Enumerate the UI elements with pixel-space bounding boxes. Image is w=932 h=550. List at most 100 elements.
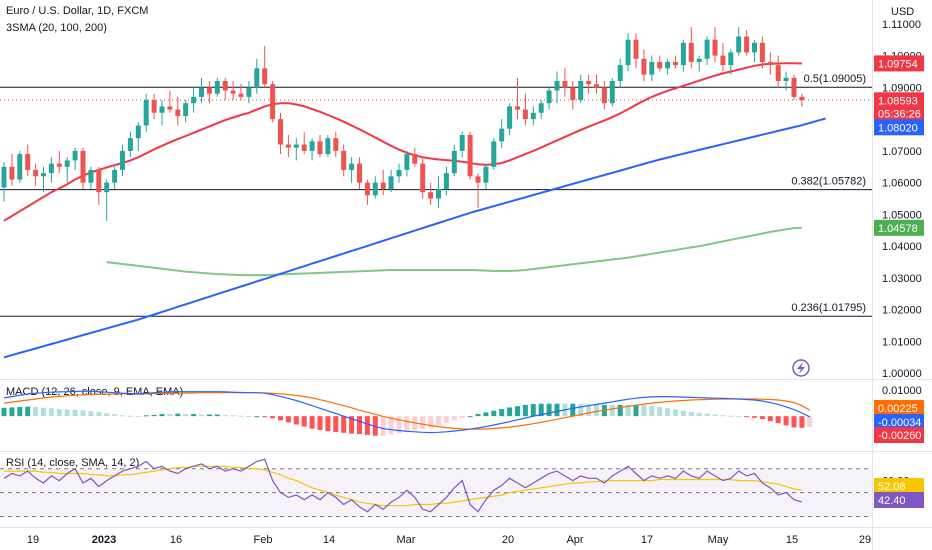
candle-body[interactable] [143,100,149,126]
candle-body[interactable] [48,163,54,174]
candle-body[interactable] [214,81,220,94]
candle-body[interactable] [349,163,355,170]
candle-body[interactable] [206,87,212,94]
candle-body[interactable] [167,106,173,110]
candle-body[interactable] [183,103,189,116]
candle-body[interactable] [578,81,584,101]
candle-body[interactable] [665,61,671,69]
candle-body[interactable] [799,96,805,101]
candle-body[interactable] [680,42,686,66]
candle-body[interactable] [151,100,157,113]
candle-body[interactable] [112,169,118,183]
candle-body[interactable] [483,166,489,183]
candle-body[interactable] [459,135,465,151]
candle-body[interactable] [104,182,110,193]
candle-body[interactable] [467,135,473,177]
candle-body[interactable] [657,61,663,69]
candle-body[interactable] [341,150,347,170]
candle-body[interactable] [333,138,339,151]
candle-body[interactable] [357,163,362,183]
candle-body[interactable] [570,87,576,101]
candle-body[interactable] [728,52,734,66]
candle-body[interactable] [696,58,702,62]
candle-body[interactable] [175,109,181,116]
candle-body[interactable] [293,144,299,148]
candle-body[interactable] [135,125,141,139]
candle-body[interactable] [633,39,639,59]
candle-body[interactable] [704,39,710,59]
candle-body[interactable] [759,42,765,62]
candle-body[interactable] [380,182,386,189]
candle-body[interactable] [538,103,544,113]
candle-body[interactable] [127,138,133,151]
candle-body[interactable] [33,169,39,177]
candle-body[interactable] [562,81,568,88]
lightning-icon[interactable] [792,359,810,377]
sma-100-line[interactable] [3,117,826,359]
candle-body[interactable] [222,81,228,91]
candle-body[interactable] [475,176,481,183]
candle-body[interactable] [736,36,742,53]
candle-body[interactable] [199,87,204,97]
candle-body[interactable] [767,61,773,66]
candle-body[interactable] [554,81,560,91]
candle-body[interactable] [451,150,457,174]
sma-200-line[interactable] [106,226,802,277]
candle-body[interactable] [507,106,513,129]
rsi-line[interactable] [3,458,803,513]
candle-body[interactable] [404,154,410,170]
candle-body[interactable] [752,42,757,53]
candle-body[interactable] [673,61,678,66]
candle-body[interactable] [522,109,528,120]
candle-body[interactable] [515,106,520,110]
candle-body[interactable] [270,84,276,120]
candle-body[interactable] [688,42,694,62]
candle-body[interactable] [17,154,23,180]
candle-body[interactable] [372,182,378,196]
candle-body[interactable] [159,106,165,113]
candle-body[interactable] [309,141,315,151]
candle-body[interactable] [364,182,370,196]
candle-body[interactable] [238,93,244,97]
candle-body[interactable] [96,169,102,193]
candle-body[interactable] [80,150,86,183]
candle-body[interactable] [301,144,307,151]
candle-body[interactable] [412,154,418,164]
candle-body[interactable] [720,55,726,66]
candle-body[interactable] [443,173,449,189]
candle-body[interactable] [617,65,623,81]
candle-body[interactable] [783,77,789,81]
candle-body[interactable] [396,169,402,177]
candle-body[interactable] [56,163,62,167]
macd-line[interactable] [3,390,811,434]
candle-body[interactable] [9,166,15,180]
rsi-sma-line[interactable] [4,465,802,507]
candle-body[interactable] [601,87,607,104]
candle-body[interactable] [594,84,599,88]
candle-body[interactable] [254,68,260,88]
candle-body[interactable] [499,128,505,142]
candle-body[interactable] [491,141,497,167]
candle-body[interactable] [1,166,7,188]
candle-body[interactable] [641,58,647,75]
candle-body[interactable] [530,112,536,120]
sma-20-line[interactable] [3,62,802,222]
candle-body[interactable] [546,90,552,104]
candle-body[interactable] [325,138,331,155]
candle-body[interactable] [278,119,283,145]
candle-body[interactable] [388,176,394,189]
candle-body[interactable] [791,77,797,97]
candle-body[interactable] [25,154,31,170]
candle-body[interactable] [246,87,252,97]
candle-body[interactable] [285,144,291,148]
indicator-legend-sma[interactable]: 3SMA (20, 100, 200) [6,22,107,34]
candle-body[interactable] [712,39,718,56]
candle-body[interactable] [436,189,441,199]
candle-body[interactable] [230,90,236,94]
candle-body[interactable] [120,150,125,170]
candle-body[interactable] [586,81,592,85]
candle-body[interactable] [317,141,323,155]
candle-body[interactable] [262,68,268,85]
candle-body[interactable] [41,173,46,177]
